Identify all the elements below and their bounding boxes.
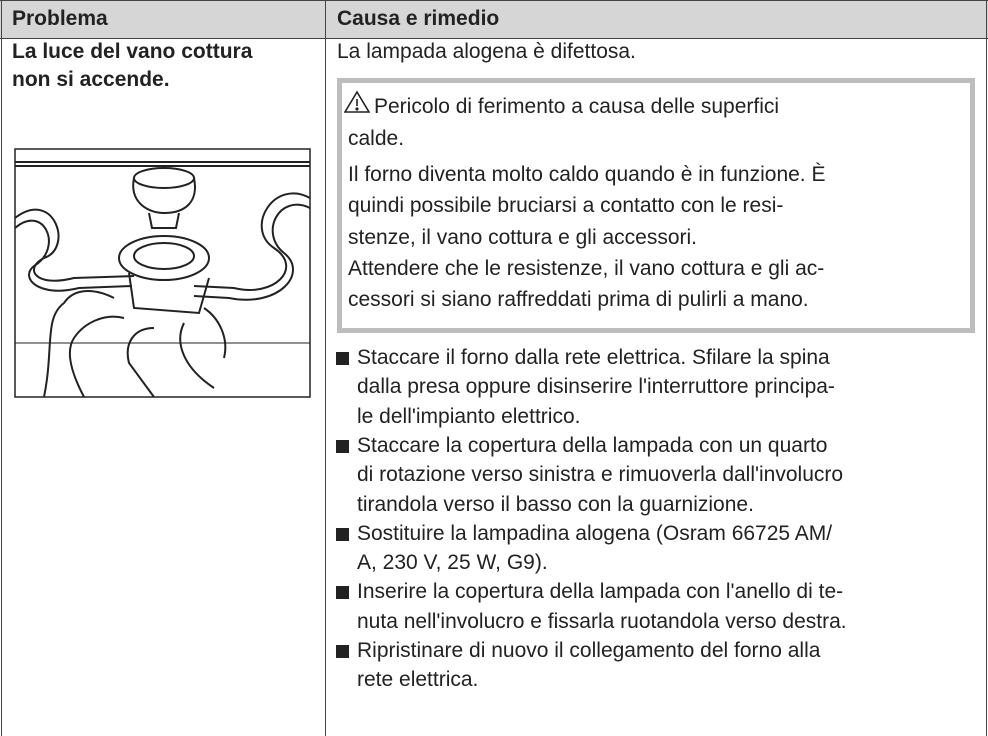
bullet (336, 527, 349, 541)
cause-text: La lampada alogena è difettosa. (337, 40, 636, 63)
step-text: A, 230 V, 25 W, G9). (357, 551, 548, 575)
problem-text: La luce del vano cottura (12, 40, 253, 63)
border (986, 0, 987, 736)
step-text: di rotazione verso sinistra e rimuoverla… (357, 463, 844, 487)
warning-text: quindi possibile bruciarsi a contatto co… (348, 194, 784, 217)
column-header: Causa e rimedio (337, 7, 500, 30)
warning-text: Il forno diventa molto caldo quando è in… (348, 163, 826, 186)
step-text: Staccare la copertura della lampada con … (357, 433, 828, 457)
border (1, 0, 2, 736)
step-text: Sostituire la lampadina alogena (Osram 6… (357, 521, 833, 545)
table-header (0, 0, 988, 38)
warning-box (337, 78, 975, 333)
illustration (14, 148, 311, 398)
step-text: tirandola verso il basso con la guarnizi… (357, 492, 754, 516)
problem-text: non si accende. (12, 68, 170, 91)
bullet (336, 439, 349, 453)
step-text: Ripristinare di nuovo il collegamento de… (357, 639, 821, 662)
step-text: rete elettrica. (357, 668, 479, 692)
border (0, 0, 988, 1)
column-header: Problema (12, 7, 108, 30)
warning-text: Pericolo di ferimento a causa delle supe… (374, 95, 780, 118)
step-text: le dell'impianto elettrico. (357, 404, 581, 428)
step-text: nuta nell'involucro e fissarla ruotandol… (357, 609, 847, 633)
bullet (336, 586, 349, 600)
warning-text: calde. (348, 127, 405, 150)
bullet (336, 645, 349, 658)
step-text: dalla presa oppure disinserire l'interru… (357, 375, 835, 399)
warning-text: cessori si siano raffreddati prima di pu… (348, 288, 809, 311)
warning-text: stenze, il vano cottura e gli accessori. (348, 226, 698, 249)
warning-icon (344, 90, 370, 113)
divider (325, 0, 326, 736)
warning-text: Attendere che le resistenze, il vano cot… (348, 257, 825, 280)
border (0, 38, 988, 39)
step-text: Staccare il forno dalla rete elettrica. … (357, 346, 830, 369)
step-text: Inserire la copertura della lampada con … (357, 580, 844, 604)
bullet (336, 352, 349, 365)
